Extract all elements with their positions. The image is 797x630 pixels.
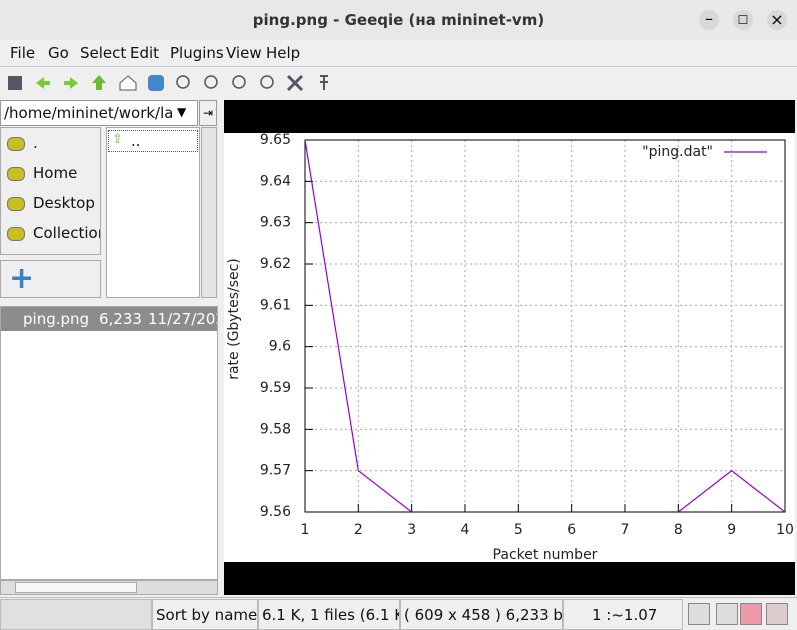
folder-tree: ⇧..	[106, 127, 200, 298]
bookmark-label: Home	[33, 164, 78, 182]
zoom-out-icon[interactable]	[204, 75, 218, 89]
status-zoom: 1 :~1.07	[563, 599, 683, 630]
file-name: ping.png	[23, 310, 90, 328]
x-axis-label: Packet number	[493, 547, 598, 562]
status-icon[interactable]	[766, 603, 788, 625]
plus-icon: +	[9, 267, 35, 291]
scroll-thumb[interactable]	[15, 582, 137, 593]
file-row[interactable]: ping.png 6,233 11/27/202	[1, 307, 217, 331]
path-text: /home/mininet/work/la	[4, 104, 172, 122]
pin-icon[interactable]	[320, 75, 328, 90]
y-tick-label: 9.62	[260, 256, 291, 272]
back-icon[interactable]	[36, 77, 50, 89]
menu-item[interactable]: View	[226, 44, 262, 62]
x-tick-label: 6	[567, 522, 576, 538]
bookmark-icon	[7, 137, 25, 151]
bookmark-row[interactable]: Home	[1, 158, 100, 188]
close-button[interactable]: ×	[767, 10, 787, 30]
x-tick-label: 2	[354, 522, 363, 538]
x-tick-label: 7	[621, 522, 630, 538]
toolbar-icon[interactable]	[8, 76, 22, 90]
dropdown-arrow[interactable]: ▼	[177, 105, 187, 119]
bookmark-icon	[7, 167, 25, 181]
data-line	[305, 140, 413, 512]
home-icon[interactable]	[119, 75, 137, 91]
status-icon[interactable]	[740, 603, 762, 625]
bookmark-icon	[7, 227, 25, 241]
title-bar: ping.png - Geeqie (на mininet-vm) – ☐ ×	[0, 0, 797, 40]
menu-item[interactable]: Help	[266, 44, 301, 62]
tree-row[interactable]: ⇧..	[108, 130, 198, 152]
up-icon[interactable]	[92, 75, 106, 90]
zoom-in-icon[interactable]	[176, 75, 190, 89]
plot-frame	[304, 139, 786, 513]
chart: rate (Gbytes/sec) Packet number 9.56 9.57…	[224, 133, 795, 562]
tree-scrollbar[interactable]	[201, 127, 217, 298]
file-size: 6,233	[99, 310, 142, 328]
status-progress	[0, 599, 152, 630]
y-tick-label: 9.57	[260, 463, 291, 479]
x-tick-label: 1	[301, 522, 310, 538]
minimize-button[interactable]: –	[699, 10, 719, 30]
y-tick-label: 9.64	[260, 173, 291, 189]
bookmark-label: Collection	[33, 224, 100, 242]
sort-button[interactable]: Sort by name	[152, 599, 258, 630]
status-info: ( 609 x 458 ) 6,233 by	[400, 599, 563, 630]
path-combo[interactable]: /home/mininet/work/la ▼	[0, 100, 198, 126]
zoom-icons	[176, 75, 274, 89]
refresh-icon[interactable]	[148, 75, 164, 91]
zoom-1-icon[interactable]	[260, 75, 274, 89]
menu-bar: File Go Select Edit Plugins View Help	[0, 40, 797, 67]
legend-label: "ping.dat"	[642, 144, 713, 160]
file-hscrollbar[interactable]	[0, 580, 218, 595]
status-count: 6.1 K, 1 files (6.1 K	[258, 599, 400, 630]
menu-item[interactable]: Select	[80, 44, 127, 62]
bookmarks-list: . Home Desktop Collection	[0, 127, 101, 255]
image-view: rate (Gbytes/sec) Packet number 9.56 9.57…	[224, 100, 795, 595]
add-bookmark-button[interactable]: +	[0, 260, 101, 298]
menu-item[interactable]: File	[10, 44, 36, 62]
menu-item[interactable]: Edit	[130, 44, 160, 62]
status-icon[interactable]	[688, 603, 710, 625]
y-tick-label: 9.63	[260, 215, 291, 231]
maximize-button[interactable]: ☐	[733, 10, 753, 30]
y-tick-label: 9.59	[260, 380, 291, 396]
bookmark-label: Desktop	[33, 194, 95, 212]
x-tick-label: 5	[514, 522, 523, 538]
y-tick-label: 9.61	[260, 297, 291, 313]
x-tick-label: 8	[674, 522, 683, 538]
bookmark-row[interactable]: Collection	[1, 218, 100, 248]
bookmark-label: .	[33, 134, 38, 152]
x-tick-label: 9	[727, 522, 736, 538]
file-list: ping.png 6,233 11/27/202	[0, 306, 218, 580]
status-bar: Sort by name 6.1 K, 1 files (6.1 K ( 609…	[0, 597, 797, 630]
y-tick-label: 9.6	[269, 339, 291, 355]
menu-item[interactable]: Go	[48, 44, 69, 62]
up-arrow-icon: ⇧	[112, 132, 123, 147]
forward-icon[interactable]	[64, 77, 78, 89]
window-title: ping.png - Geeqie (на mininet-vm)	[252, 11, 545, 29]
y-tick-label: 9.56	[260, 504, 291, 520]
x-tick-label: 10	[776, 522, 794, 538]
bookmark-icon	[7, 197, 25, 211]
tree-label: ..	[131, 132, 141, 150]
y-tick-label: 9.58	[260, 421, 291, 437]
bookmark-row[interactable]: .	[1, 128, 100, 158]
toolbar	[0, 68, 797, 99]
chart-background	[224, 133, 795, 562]
toolbar-icons	[8, 74, 328, 92]
y-tick-label: 9.65	[260, 133, 291, 148]
y-axis-label: rate (Gbytes/sec)	[226, 258, 242, 380]
tools-icon[interactable]	[286, 74, 304, 92]
x-tick-label: 4	[461, 522, 470, 538]
bookmark-row[interactable]: Desktop	[1, 188, 100, 218]
status-icon[interactable]	[716, 603, 738, 625]
path-button[interactable]: ⇥	[199, 100, 217, 126]
file-date: 11/27/202	[148, 310, 217, 328]
x-tick-label: 3	[407, 522, 416, 538]
menu-item[interactable]: Plugins	[170, 44, 224, 62]
zoom-fit-icon[interactable]	[232, 75, 246, 89]
data-line	[677, 469, 785, 512]
